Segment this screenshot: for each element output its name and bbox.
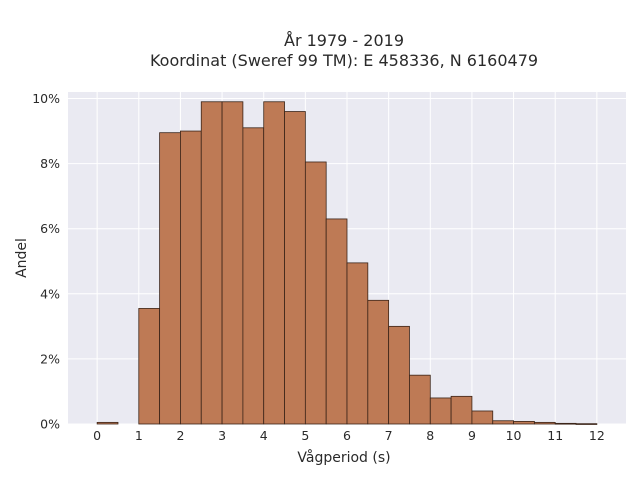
histogram-bar	[554, 422, 577, 425]
histogram-bar	[304, 161, 327, 425]
x-tick-label: 1	[135, 428, 143, 443]
y-tick-label: 8%	[40, 156, 60, 171]
x-tick-label: 5	[301, 428, 309, 443]
y-axis-ticks: 0% 2% 4% 6% 8% 10%	[32, 91, 60, 431]
histogram-bar	[200, 101, 223, 425]
histogram-bar	[242, 127, 265, 425]
histogram-bar	[409, 374, 431, 425]
histogram-bar	[450, 395, 473, 425]
x-tick-label: 11	[547, 428, 563, 443]
x-tick-label: 10	[506, 428, 522, 443]
chart-title-line-2: Koordinat (Sweref 99 TM): E 458336, N 61…	[150, 51, 538, 70]
x-axis-ticks: 0 1 2 3 4 5 6 7 8 9 10 11 12	[93, 428, 605, 443]
histogram-bar	[180, 130, 202, 425]
x-tick-label: 0	[93, 428, 101, 443]
histogram-bar	[388, 325, 410, 425]
histogram-bar	[471, 410, 494, 425]
x-axis-label: Vågperiod (s)	[297, 449, 390, 466]
y-tick-label: 10%	[32, 91, 60, 106]
chart-title-line-1: År 1979 - 2019	[284, 31, 404, 50]
x-tick-label: 9	[468, 428, 476, 443]
histogram-bar	[346, 262, 369, 425]
x-tick-label: 3	[218, 428, 226, 443]
histogram-bar	[138, 308, 161, 425]
histogram-bar	[575, 423, 598, 425]
chart-title: År 1979 - 2019 Koordinat (Sweref 99 TM):…	[150, 31, 538, 70]
histogram-bar	[325, 218, 348, 425]
y-tick-label: 2%	[40, 351, 60, 366]
histogram-bar	[367, 299, 390, 425]
y-axis-label: Andel	[14, 238, 30, 278]
x-tick-label: 8	[426, 428, 434, 443]
histogram-bar	[492, 420, 514, 425]
histogram-bar	[284, 111, 306, 425]
histogram-bar	[513, 420, 535, 425]
y-tick-label: 4%	[40, 286, 60, 301]
x-tick-label: 7	[385, 428, 393, 443]
bars	[96, 101, 598, 425]
histogram-bar	[221, 101, 244, 425]
x-tick-label: 4	[260, 428, 268, 443]
histogram-bar	[429, 397, 452, 425]
x-tick-label: 12	[589, 428, 605, 443]
histogram-bar	[96, 421, 119, 425]
histogram-bar	[263, 101, 285, 425]
y-tick-label: 6%	[40, 221, 60, 236]
histogram-bar	[533, 421, 556, 425]
histogram-bar	[159, 132, 181, 425]
x-tick-label: 6	[343, 428, 351, 443]
y-tick-label: 0%	[40, 417, 60, 432]
x-tick-label: 2	[176, 428, 184, 443]
